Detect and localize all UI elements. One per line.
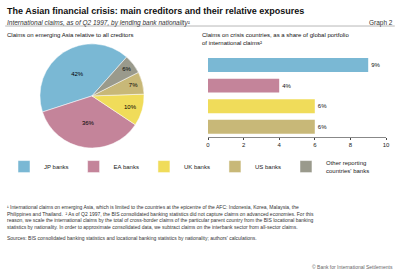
svg-text:© Bank for International Settl: © Bank for International Settlements [312,264,393,270]
svg-text:36%: 36% [82,120,95,126]
svg-text:International claims, as of Q2: International claims, as of Q2 1997, by … [7,19,191,27]
svg-text:6%: 6% [122,66,131,72]
svg-text:0: 0 [206,142,210,148]
svg-text:Claims on crisis countries, as: Claims on crisis countries, as a share o… [202,32,349,46]
svg-text:Graph 2: Graph 2 [369,19,393,27]
svg-text:8: 8 [349,142,353,148]
svg-text:9%: 9% [371,62,380,68]
svg-text:10%: 10% [124,104,137,110]
svg-text:US banks: US banks [255,164,281,170]
svg-text:¹ International claims on emer: ¹ International claims on emerging Asia,… [7,204,314,230]
svg-text:Other reportingcountries' bank: Other reportingcountries' banks [326,160,369,174]
svg-text:The Asian financial crisis: ma: The Asian financial crisis: main credito… [7,6,304,16]
svg-text:4%: 4% [282,83,291,89]
svg-text:Sources: BIS consolidated bank: Sources: BIS consolidated banking statis… [7,235,257,241]
svg-text:6: 6 [313,142,317,148]
svg-text:10: 10 [383,142,390,148]
svg-text:42%: 42% [71,71,84,77]
svg-text:2: 2 [242,142,246,148]
svg-text:JP banks: JP banks [44,164,69,170]
svg-text:6%: 6% [318,124,327,130]
svg-text:6%: 6% [318,103,327,109]
svg-text:UK banks: UK banks [184,164,210,170]
svg-text:Claims on emerging Asia relati: Claims on emerging Asia relative to all … [7,32,133,38]
svg-text:7%: 7% [129,82,138,88]
svg-text:EA banks: EA banks [114,164,139,170]
svg-text:4: 4 [278,142,282,148]
